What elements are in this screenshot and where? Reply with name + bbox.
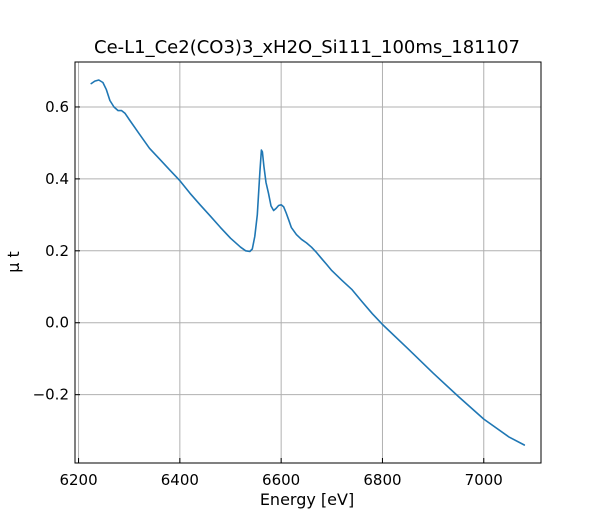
grid xyxy=(75,62,541,463)
y-tick-label: 0.0 xyxy=(45,314,69,332)
x-tick-label: 6400 xyxy=(161,471,199,489)
plot-area xyxy=(90,79,526,446)
x-tick-label: 6200 xyxy=(59,471,97,489)
x-axis-label: Energy [eV] xyxy=(260,490,354,509)
series-line xyxy=(90,79,526,446)
chart-title: Ce-L1_Ce2(CO3)3_xH2O_Si111_100ms_181107 xyxy=(94,37,520,58)
y-tick-label: 0.4 xyxy=(45,170,69,188)
y-tick-label: −0.2 xyxy=(33,386,69,404)
x-tick-label: 6800 xyxy=(363,471,401,489)
x-tick-label: 7000 xyxy=(465,471,503,489)
axes-frame xyxy=(74,61,542,464)
y-tick-label: 0.6 xyxy=(45,98,69,116)
ticks: 6200 6400 6600 6800 7000 −0.2 0.0 0.2 0.4 0.6 xyxy=(33,98,503,489)
x-tick-label: 6600 xyxy=(262,471,300,489)
y-tick-label: 0.2 xyxy=(45,242,69,260)
y-axis-label: μ t xyxy=(4,251,23,273)
